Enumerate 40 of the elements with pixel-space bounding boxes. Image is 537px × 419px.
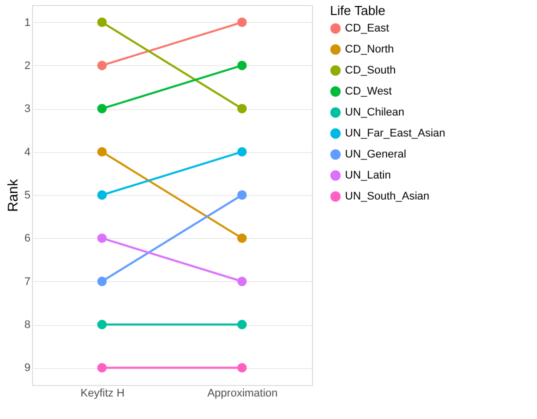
point xyxy=(97,233,107,243)
point xyxy=(97,18,107,28)
legend-label: CD_South xyxy=(345,64,396,76)
y-tick-label: 5 xyxy=(24,190,30,202)
point xyxy=(97,362,107,372)
legend-label: UN_Chilean xyxy=(345,106,404,118)
point xyxy=(97,320,107,330)
point xyxy=(97,60,107,70)
y-tick-label: 6 xyxy=(24,232,30,245)
y-tick-label: 4 xyxy=(24,146,30,158)
legend-label: UN_General xyxy=(345,148,406,160)
y-tick-label: 3 xyxy=(24,103,30,116)
legend-label: CD_West xyxy=(345,86,392,98)
legend-label: UN_South_Asian xyxy=(345,190,430,202)
point xyxy=(237,320,247,330)
x-tick-label: Keyfitz H xyxy=(80,388,125,400)
point xyxy=(237,104,247,114)
point xyxy=(97,190,107,200)
y-axis-title: Rank xyxy=(4,178,20,212)
legend-label: CD_North xyxy=(345,44,394,56)
legend-title: Life Table xyxy=(330,3,386,18)
point xyxy=(237,60,247,70)
point xyxy=(237,362,247,372)
y-tick-label: 9 xyxy=(24,362,30,374)
x-tick-label: Approximation xyxy=(207,388,278,400)
legend-label: UN_Latin xyxy=(345,170,391,182)
y-tick-label: 7 xyxy=(24,276,30,288)
y-tick-label: 8 xyxy=(24,319,30,332)
legend-label: CD_East xyxy=(345,22,390,34)
point xyxy=(97,147,107,157)
y-tick-label: 1 xyxy=(24,16,30,29)
point xyxy=(237,18,247,28)
point xyxy=(237,233,247,243)
legend-label: UN_Far_East_Asian xyxy=(345,128,446,140)
point xyxy=(237,276,247,286)
y-tick-label: 2 xyxy=(24,60,30,72)
point xyxy=(97,104,107,114)
point xyxy=(97,276,107,286)
point xyxy=(237,147,247,157)
point xyxy=(237,190,247,200)
